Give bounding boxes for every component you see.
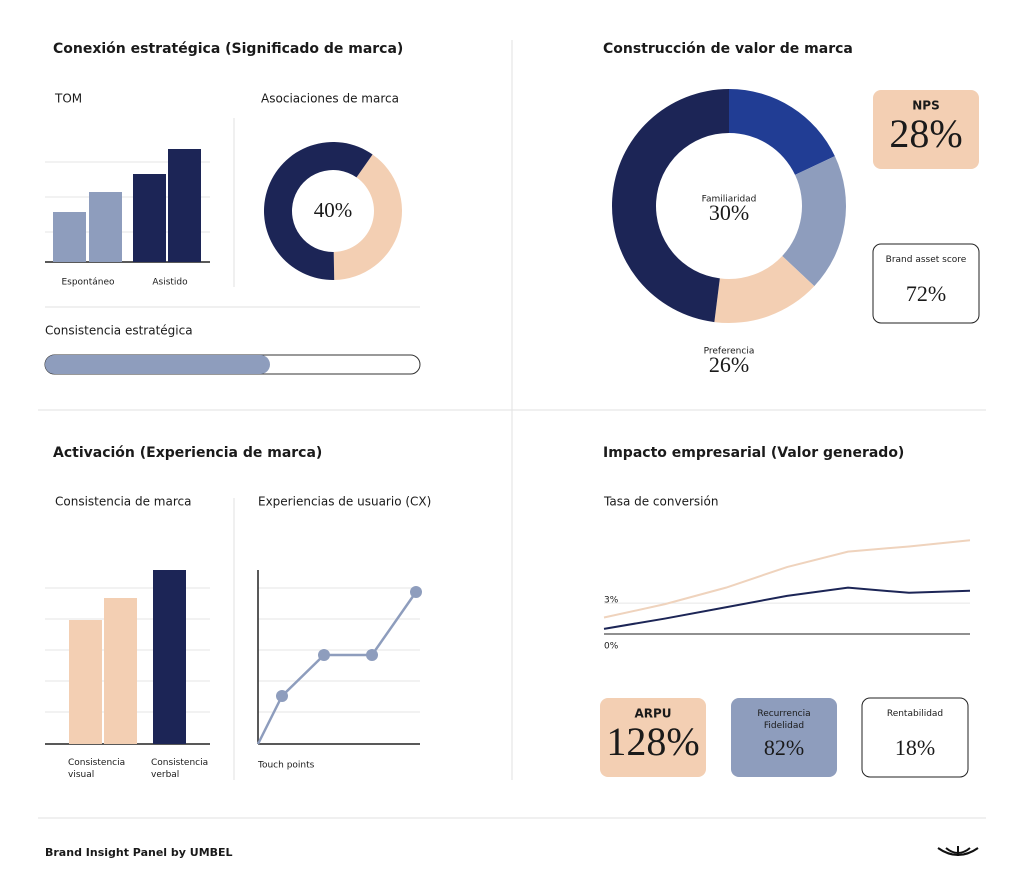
logo (937, 846, 979, 856)
card-value: 128% (606, 719, 699, 764)
card (731, 698, 837, 777)
bar (69, 620, 102, 744)
x-tick-label: Consistencia visual (68, 758, 126, 780)
x-tick-label: Consistencia verbal (151, 758, 209, 780)
chart-title: Experiencias de usuario (CX) (258, 495, 431, 509)
y-tick-label: 3% (604, 596, 619, 606)
donut-value: 26% (709, 352, 749, 377)
line-series (603, 539, 971, 619)
bar (104, 598, 137, 744)
x-tick-label: Asistido (152, 278, 188, 288)
card-value: 72% (906, 281, 946, 306)
x-tick-label: Espontáneo (61, 278, 115, 288)
y-tick-label: 0% (604, 642, 619, 652)
section-title: Construcción de valor de marca (603, 41, 853, 57)
card-label-box: Brand asset score (885, 255, 967, 265)
chart-title: Tasa de conversión (603, 495, 718, 509)
donut-center-label: 40% (314, 198, 353, 222)
dividers (38, 40, 986, 819)
line-series (603, 586, 971, 630)
card-label: ARPU (634, 707, 671, 721)
progress-label: Consistencia estratégica (45, 324, 193, 338)
card-label-box: Recurrencia Fidelidad (757, 709, 811, 731)
bar (133, 174, 166, 262)
chart-title: Consistencia de marca (55, 495, 191, 509)
point (318, 649, 330, 661)
card (873, 90, 979, 169)
x-axis-label: Touch points (257, 761, 315, 771)
bar (89, 192, 122, 262)
card-label-box: Rentabilidad (886, 709, 944, 719)
card-value: 18% (895, 735, 935, 760)
point (366, 649, 378, 661)
card-value: 82% (764, 735, 804, 760)
point (276, 690, 288, 702)
chart-title: TOM (54, 92, 82, 106)
card (872, 243, 980, 324)
section-title: Activación (Experiencia de marca) (53, 445, 322, 461)
card (600, 698, 706, 777)
x-tick-label-box: Consistencia visual (68, 758, 126, 780)
card-label: Rentabilidad (886, 709, 944, 719)
donut-segment (729, 89, 835, 175)
progress-fill (45, 355, 270, 374)
card-label: Brand asset score (885, 255, 967, 265)
donut-segment (782, 156, 846, 287)
bar (153, 570, 186, 744)
card (861, 697, 969, 778)
section-title: Conexión estratégica (Significado de mar… (53, 41, 403, 57)
bar (53, 212, 86, 262)
section-title: Impacto empresarial (Valor generado) (603, 445, 904, 461)
bar (168, 149, 201, 262)
donut-label: Familiaridad (702, 195, 757, 205)
donut-segment (333, 154, 403, 280)
x-tick-label-box: Consistencia verbal (151, 758, 209, 780)
footer-text: Brand Insight Panel by UMBEL (45, 846, 233, 859)
card-value: 28% (889, 111, 962, 156)
chart-title: Asociaciones de marca (261, 92, 399, 106)
donut-segment (611, 89, 729, 323)
point (410, 586, 422, 598)
donut-segment (714, 255, 815, 323)
line-series (256, 591, 418, 745)
donut-label: Preferencia (704, 347, 755, 357)
card-label: NPS (912, 99, 939, 113)
donut-segment (264, 142, 373, 280)
card-label: Recurrencia Fidelidad (757, 709, 811, 731)
donut-value: 30% (709, 200, 749, 225)
